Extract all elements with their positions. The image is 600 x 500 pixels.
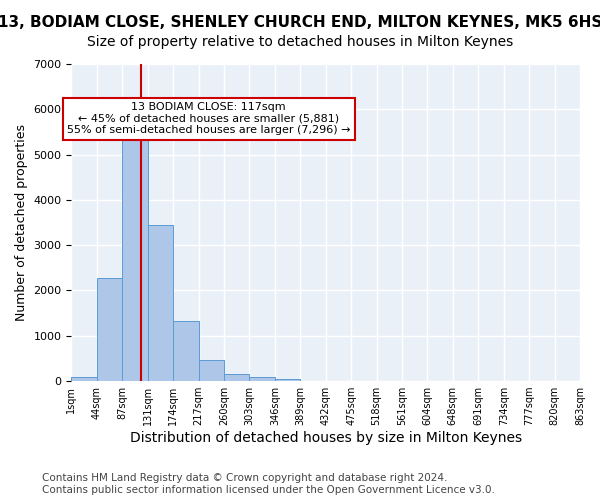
Bar <box>199 360 224 381</box>
Bar <box>275 378 300 381</box>
Bar <box>97 278 122 381</box>
Y-axis label: Number of detached properties: Number of detached properties <box>15 124 28 321</box>
Text: Size of property relative to detached houses in Milton Keynes: Size of property relative to detached ho… <box>87 35 513 49</box>
Text: Contains HM Land Registry data © Crown copyright and database right 2024.
Contai: Contains HM Land Registry data © Crown c… <box>42 474 495 495</box>
Text: 13 BODIAM CLOSE: 117sqm
← 45% of detached houses are smaller (5,881)
55% of semi: 13 BODIAM CLOSE: 117sqm ← 45% of detache… <box>67 102 350 136</box>
Bar <box>148 225 173 381</box>
Bar <box>224 374 250 381</box>
Bar <box>122 133 148 381</box>
Bar <box>173 322 199 381</box>
Bar <box>250 377 275 381</box>
Bar <box>71 378 97 381</box>
Text: 13, BODIAM CLOSE, SHENLEY CHURCH END, MILTON KEYNES, MK5 6HS: 13, BODIAM CLOSE, SHENLEY CHURCH END, MI… <box>0 15 600 30</box>
X-axis label: Distribution of detached houses by size in Milton Keynes: Distribution of detached houses by size … <box>130 431 522 445</box>
